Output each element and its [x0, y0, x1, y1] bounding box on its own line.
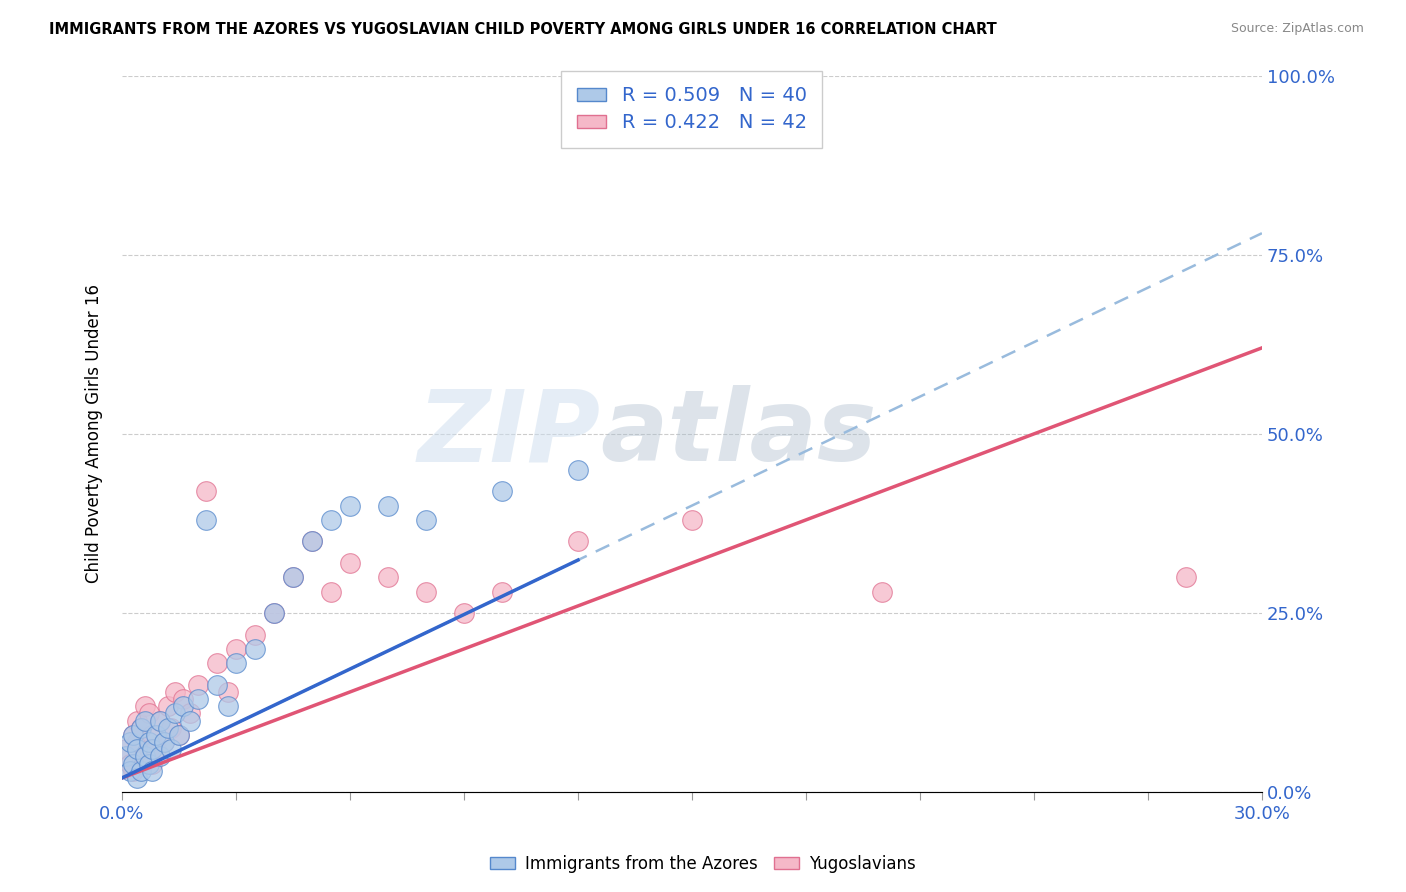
Point [167, 728, 190, 742]
Point [153, 735, 176, 749]
Point [179, 706, 201, 721]
Point [122, 764, 145, 778]
Point [194, 484, 217, 499]
Point [134, 749, 156, 764]
Point [567, 463, 589, 477]
Point [453, 606, 475, 620]
Point [145, 742, 167, 756]
Point [115, 749, 138, 764]
Point [491, 584, 513, 599]
Point [179, 714, 201, 728]
Point [149, 749, 172, 764]
Point [141, 728, 163, 742]
Legend: Immigrants from the Azores, Yugoslavians: Immigrants from the Azores, Yugoslavians [484, 848, 922, 880]
Legend: R = 0.509   N = 40, R = 0.422   N = 42: R = 0.509 N = 40, R = 0.422 N = 42 [561, 70, 823, 148]
Point [301, 534, 323, 549]
Point [134, 699, 156, 714]
Text: Source: ZipAtlas.com: Source: ZipAtlas.com [1230, 22, 1364, 36]
Point [301, 534, 323, 549]
Point [225, 657, 247, 671]
Point [491, 484, 513, 499]
Point [134, 714, 156, 728]
Point [129, 764, 152, 778]
Point [167, 728, 190, 742]
Point [263, 606, 285, 620]
Point [217, 699, 239, 714]
Point [122, 756, 145, 771]
Point [187, 678, 209, 692]
Point [129, 721, 152, 735]
Point [127, 735, 149, 749]
Point [149, 714, 172, 728]
Text: IMMIGRANTS FROM THE AZORES VS YUGOSLAVIAN CHILD POVERTY AMONG GIRLS UNDER 16 COR: IMMIGRANTS FROM THE AZORES VS YUGOSLAVIA… [49, 22, 997, 37]
Point [138, 742, 160, 756]
Text: atlas: atlas [600, 385, 877, 483]
Point [129, 756, 152, 771]
Point [127, 742, 149, 756]
Point [243, 642, 266, 657]
Point [145, 728, 167, 742]
Point [122, 728, 145, 742]
Point [205, 678, 228, 692]
Point [172, 699, 194, 714]
Point [127, 714, 149, 728]
Point [567, 534, 589, 549]
Point [415, 584, 437, 599]
Point [134, 749, 156, 764]
Point [263, 606, 285, 620]
Point [339, 499, 361, 513]
Point [153, 735, 176, 749]
Point [415, 513, 437, 527]
Point [870, 584, 893, 599]
Point [127, 771, 149, 785]
Point [281, 570, 304, 584]
Point [339, 556, 361, 570]
Text: ZIP: ZIP [418, 385, 600, 483]
Y-axis label: Child Poverty Among Girls Under 16: Child Poverty Among Girls Under 16 [86, 285, 103, 583]
Point [243, 627, 266, 641]
Point [1174, 570, 1197, 584]
Point [138, 756, 160, 771]
Point [115, 742, 138, 756]
Point [172, 692, 194, 706]
Point [118, 756, 141, 771]
Point [205, 657, 228, 671]
Point [160, 721, 183, 735]
Point [319, 584, 342, 599]
Point [138, 735, 160, 749]
Point [165, 706, 187, 721]
Point [141, 756, 163, 771]
Point [187, 692, 209, 706]
Point [156, 699, 179, 714]
Point [377, 570, 399, 584]
Point [141, 742, 163, 756]
Point [225, 642, 247, 657]
Point [377, 499, 399, 513]
Point [118, 735, 141, 749]
Point [281, 570, 304, 584]
Point [194, 513, 217, 527]
Point [217, 685, 239, 699]
Point [319, 513, 342, 527]
Point [681, 513, 703, 527]
Point [165, 685, 187, 699]
Point [156, 721, 179, 735]
Point [141, 764, 163, 778]
Point [118, 764, 141, 778]
Point [138, 706, 160, 721]
Point [160, 742, 183, 756]
Point [122, 728, 145, 742]
Point [129, 721, 152, 735]
Point [149, 714, 172, 728]
